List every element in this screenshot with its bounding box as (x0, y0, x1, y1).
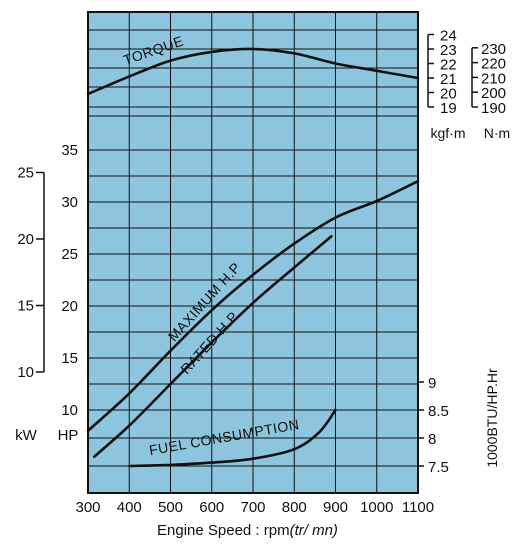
kw-tick-label: 10 (17, 364, 34, 381)
plot-frame (87, 11, 419, 494)
nm-tick-label: 230 (481, 41, 506, 58)
x-axis-title-italic: (tr/ mn) (290, 522, 338, 539)
hp-tick-label: 10 (61, 402, 78, 419)
fuel-axis-label: 1000BTU/HP.Hr (484, 368, 500, 468)
hp-tick-label: 30 (61, 194, 78, 211)
hp-tick-label: 20 (61, 298, 78, 315)
x-tick-label: 600 (199, 499, 224, 516)
kgfm-tick-label: 20 (440, 86, 457, 103)
kgfm-tick-label: 23 (440, 42, 457, 59)
kw-tick-label: 15 (17, 298, 34, 315)
x-tick-label: 900 (323, 499, 348, 516)
x-tick-label: 300 (75, 499, 100, 516)
nm-tick-label: 190 (481, 100, 506, 117)
kgfm-axis-label: kgf·m (431, 125, 466, 141)
kgfm-tick-label: 24 (440, 28, 457, 45)
kw-tick-label: 25 (17, 165, 34, 182)
hp-tick-label: 35 (61, 142, 78, 159)
x-tick-label: 400 (117, 499, 142, 516)
nm-tick-label: 210 (481, 70, 506, 87)
nm-tick-label: 220 (481, 56, 506, 73)
nm-axis-label: N·m (484, 125, 510, 141)
fuel-tick-label: 9 (428, 375, 436, 392)
series-line-maximum-h-p (86, 179, 420, 433)
series-line-rated-h-p (92, 235, 333, 459)
hp-axis-label: HP (58, 427, 79, 444)
x-axis-title-main: Engine Speed : rpm (157, 522, 290, 539)
hp-tick-label: 25 (61, 246, 78, 263)
hp-tick-label: 15 (61, 350, 78, 367)
kgfm-tick-label: 21 (440, 71, 457, 88)
kgfm-tick-label: 19 (440, 100, 457, 117)
kw-axis-label: kW (15, 427, 38, 444)
x-tick-label: 800 (282, 499, 307, 516)
kw-tick-label: 20 (17, 231, 34, 248)
x-tick-label: 1000 (360, 499, 393, 516)
x-tick-label: 700 (240, 499, 265, 516)
fuel-tick-label: 8.5 (428, 403, 449, 420)
x-axis-title: Engine Speed : rpm(tr/ mn) (157, 522, 338, 539)
fuel-tick-label: 7.5 (428, 459, 449, 476)
series-line-fuel-consumption (128, 408, 337, 468)
kgfm-tick-label: 22 (440, 57, 457, 74)
series-line-torque (86, 47, 420, 96)
nm-tick-label: 200 (481, 85, 506, 102)
x-tick-label: 1100 (402, 499, 434, 516)
x-tick-label: 500 (158, 499, 183, 516)
fuel-tick-label: 8 (428, 431, 436, 448)
